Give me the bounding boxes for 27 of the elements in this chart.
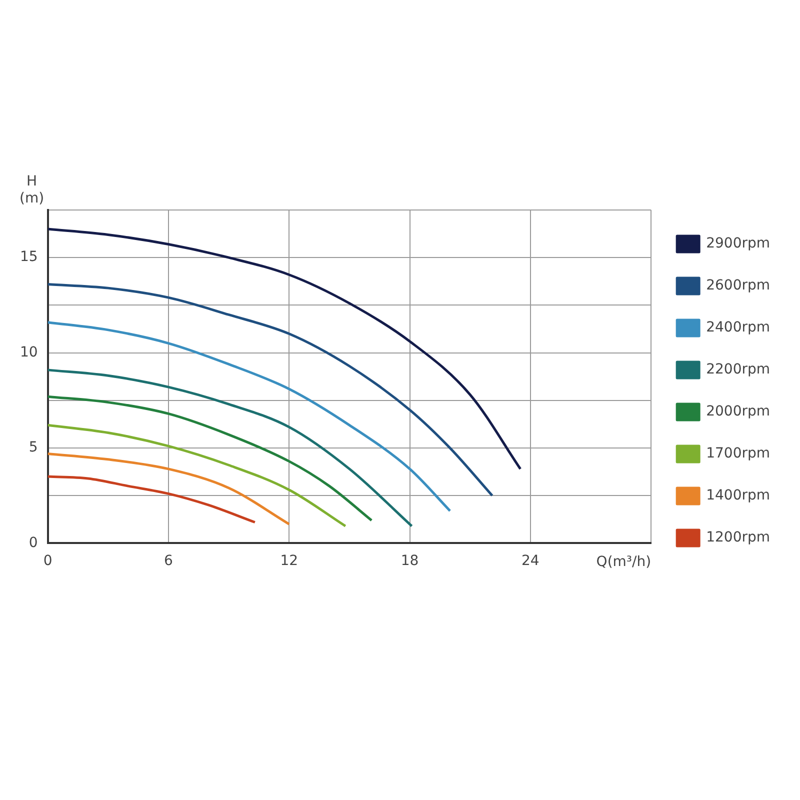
legend-label: 2900rpm [706, 236, 770, 252]
x-axis-title: Q(m³/h) [596, 554, 652, 570]
x-tick-label: 12 [280, 553, 298, 570]
x-tick-label: 18 [400, 553, 419, 570]
y-tick-label: 10 [20, 344, 38, 360]
line-series [48, 424, 347, 528]
x-tick-label: 0 [43, 553, 52, 570]
x-tick-label: 24 [522, 553, 540, 570]
legend-label: 2600rpm [706, 278, 770, 294]
line-series [48, 321, 452, 512]
y-axis-title: H (m) [20, 174, 44, 207]
line-series [48, 368, 414, 528]
line-series [48, 395, 373, 522]
line-series [48, 452, 290, 526]
line-series [48, 475, 256, 524]
line-series [48, 228, 522, 470]
legend-label: 1200rpm [706, 530, 770, 546]
legend-label: 2000rpm [706, 404, 770, 420]
legend-label: 1700rpm [706, 446, 770, 462]
y-tick-label: 5 [28, 440, 38, 456]
y-tick-label: 15 [20, 249, 38, 266]
legend-label: 1400rpm [706, 488, 770, 504]
legend-label: 2200rpm [706, 362, 770, 378]
y-tick-label: 0 [28, 534, 38, 551]
x-tick-label: 6 [164, 553, 174, 570]
line-series [48, 283, 494, 497]
legend-label: 2400rpm [706, 320, 770, 336]
